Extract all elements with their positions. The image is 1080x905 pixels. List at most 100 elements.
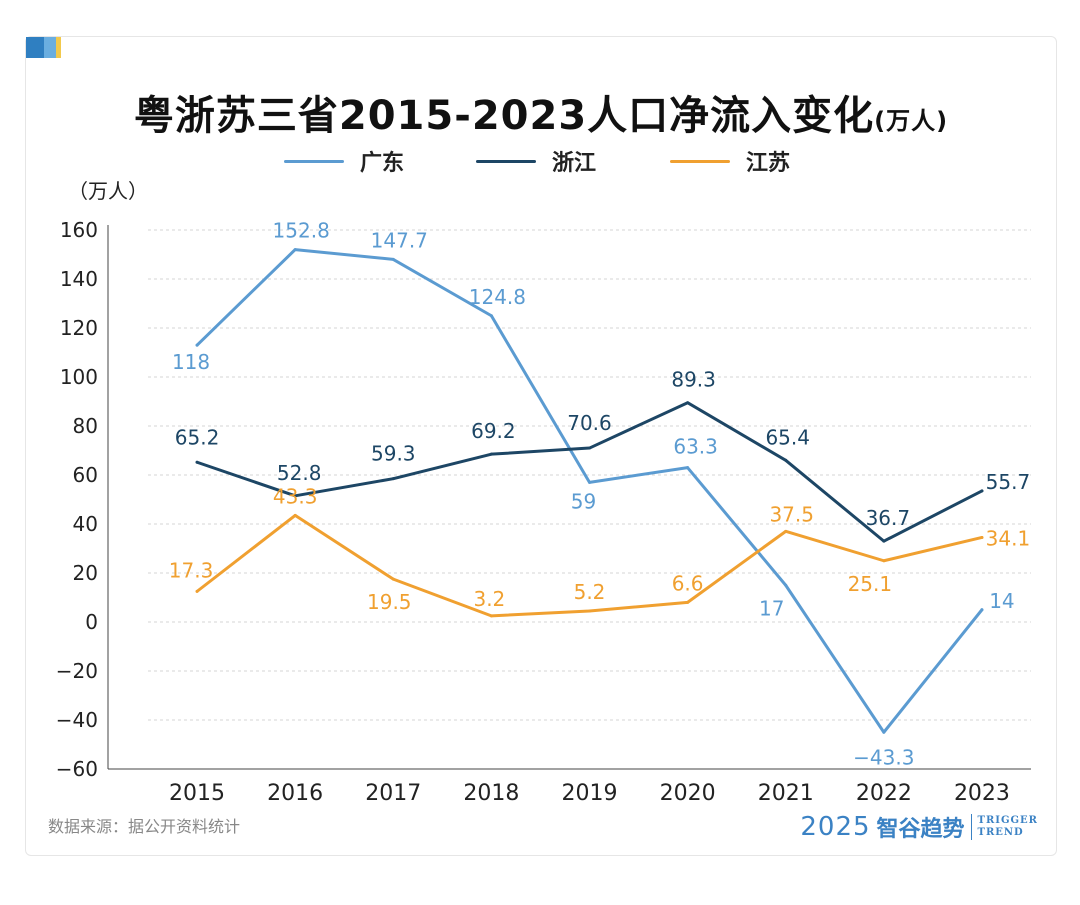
data-label: 52.8 <box>277 461 322 485</box>
data-point <box>391 257 395 261</box>
data-point <box>686 600 690 604</box>
data-point <box>980 489 984 493</box>
data-point <box>489 452 493 456</box>
y-tick-label: −20 <box>56 659 98 683</box>
y-tick-label: 140 <box>60 267 98 291</box>
legend-label-guangdong: 广东 <box>360 151 405 176</box>
data-point <box>293 513 297 517</box>
data-label: 118 <box>172 350 210 374</box>
y-tick-label: 40 <box>73 512 98 536</box>
data-label: 55.7 <box>986 470 1031 494</box>
data-point <box>588 446 591 450</box>
y-tick-label: 160 <box>60 218 98 242</box>
corner-accent-block-3 <box>56 37 61 58</box>
data-label: 65.4 <box>765 425 810 449</box>
y-tick-label: 80 <box>73 414 98 438</box>
data-label: 19.5 <box>367 590 412 614</box>
x-tick-label: 2023 <box>954 781 1010 806</box>
data-label: 36.7 <box>866 506 911 530</box>
line-chart: 160 140 120 100 80 60 40 20 0 −20 −40 −60 2015 2016 20… <box>56 218 1031 806</box>
data-point <box>489 314 493 318</box>
x-tick-label: 2016 <box>267 781 323 806</box>
y-tick-label: −60 <box>56 757 98 781</box>
y-tick-label: −40 <box>56 708 98 732</box>
y-tick-label: 120 <box>60 316 98 340</box>
x-tick-label: 2020 <box>660 781 716 806</box>
data-label: 69.2 <box>471 419 516 443</box>
chart-legend: 广东 浙江 江苏 <box>26 145 1056 177</box>
data-point <box>882 559 886 563</box>
data-point <box>588 480 591 484</box>
data-label: 14 <box>989 589 1014 613</box>
y-tick-label: 60 <box>73 463 98 487</box>
x-tick-label: 2017 <box>365 781 421 806</box>
legend-swatch-guangdong <box>284 159 344 163</box>
chart-title-unit: (万人) <box>874 107 949 135</box>
data-point <box>784 583 788 587</box>
y-tick-label: 100 <box>60 365 98 389</box>
y-axis-unit: （万人） <box>68 179 148 203</box>
brand-name: 智谷趋势 <box>876 817 965 842</box>
data-label: 17.3 <box>169 558 214 582</box>
data-label: 6.6 <box>672 571 704 595</box>
data-point <box>588 609 591 613</box>
x-tick-label: 2018 <box>463 781 519 806</box>
x-tick-label: 2022 <box>856 781 912 806</box>
data-label: 59.3 <box>371 442 416 466</box>
brand-divider <box>970 814 972 840</box>
data-point <box>686 466 690 470</box>
data-label: 43.3 <box>273 484 318 508</box>
data-point <box>882 539 886 543</box>
brand-english-line-2: TREND <box>977 827 1024 838</box>
data-label: 25.1 <box>848 572 893 596</box>
data-point <box>391 577 395 581</box>
data-label: 70.6 <box>567 411 612 435</box>
legend-label-jiangsu: 江苏 <box>746 151 791 176</box>
x-tick-label: 2021 <box>758 781 814 806</box>
brand-logo: 2025 智谷趋势 TRIGGER TREND <box>800 811 1038 843</box>
brand-year: 2025 <box>800 812 871 842</box>
data-label: 65.2 <box>175 425 220 449</box>
y-tick-label: 0 <box>85 610 98 634</box>
data-point <box>882 730 886 734</box>
data-label: 17 <box>759 596 784 620</box>
data-point <box>293 494 297 498</box>
corner-accent-block-2 <box>44 37 56 58</box>
data-label: 147.7 <box>371 228 428 252</box>
data-label: 124.8 <box>469 285 526 309</box>
corner-accent <box>26 37 61 58</box>
data-point <box>195 343 199 347</box>
chart-title-text: 粤浙苏三省2015-2023人口净流入变化 <box>133 93 875 139</box>
y-tick-label: 20 <box>73 561 98 585</box>
legend-label-zhejiang: 浙江 <box>552 151 597 176</box>
data-point <box>391 477 395 481</box>
legend-swatch-zhejiang <box>476 159 536 163</box>
data-label: 89.3 <box>671 368 716 392</box>
data-point <box>980 608 984 612</box>
legend-item-zhejiang: 浙江 <box>476 145 596 177</box>
data-point <box>489 614 493 618</box>
data-label: 37.5 <box>769 502 814 526</box>
x-tick-label: 2019 <box>562 781 618 806</box>
data-point <box>686 401 690 405</box>
data-label: −43.3 <box>853 745 914 769</box>
data-label: 152.8 <box>273 219 330 243</box>
corner-accent-block-1 <box>26 37 44 58</box>
chart-card: 粤浙苏三省2015-2023人口净流入变化(万人) 广东 浙江 江苏 （万人） … <box>25 36 1057 856</box>
data-point <box>293 248 297 252</box>
brand-english: TRIGGER TREND <box>978 815 1038 839</box>
data-point <box>784 529 788 533</box>
brand-english-line-1: TRIGGER <box>977 815 1038 826</box>
data-label: 59 <box>571 489 596 513</box>
data-point <box>980 535 984 539</box>
source-note: 数据来源：据公开资料统计 <box>48 817 241 836</box>
legend-swatch-jiangsu <box>670 159 730 163</box>
x-tick-label: 2015 <box>169 781 225 806</box>
data-label: 34.1 <box>986 526 1031 550</box>
data-point <box>195 589 199 593</box>
legend-item-jiangsu: 江苏 <box>670 145 790 177</box>
data-point <box>784 458 788 462</box>
data-label: 5.2 <box>574 580 606 604</box>
legend-item-guangdong: 广东 <box>284 145 404 177</box>
chart-title: 粤浙苏三省2015-2023人口净流入变化(万人) <box>26 83 1056 141</box>
